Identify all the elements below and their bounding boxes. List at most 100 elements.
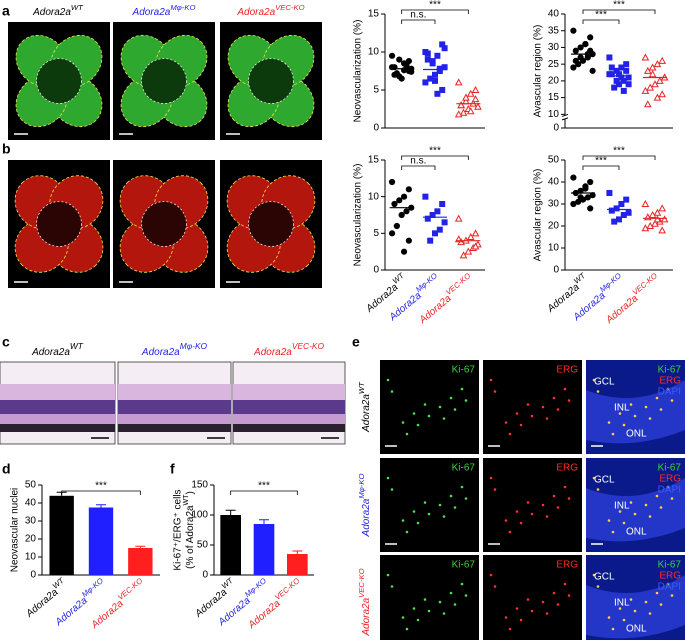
data-point [427, 75, 434, 82]
data-point [625, 74, 632, 81]
avascular-center [141, 201, 187, 247]
stained-cell [659, 506, 663, 509]
data-point [427, 237, 434, 244]
layer-label: INL [614, 598, 630, 609]
genotype-label: Adora2aMφ-KO [357, 474, 372, 538]
label-part: ) [185, 491, 196, 494]
panel-label: c [2, 334, 10, 350]
data-point [572, 47, 579, 54]
y-tick-label: 10 [548, 243, 560, 254]
significance-label: *** [429, 146, 441, 157]
tissue-layer [233, 384, 345, 400]
data-point [611, 218, 618, 225]
data-point [439, 87, 446, 93]
data-point [432, 230, 438, 237]
stained-cell [386, 476, 390, 480]
stained-cell [622, 618, 626, 622]
stained-cell [611, 627, 615, 631]
layer-label: INL [614, 403, 630, 414]
genotype-label: Adora2aMφ-KO [132, 3, 196, 18]
panel-label: b [2, 141, 11, 157]
data-point [408, 68, 415, 75]
error-bar [225, 509, 236, 515]
stained-cell [515, 412, 519, 415]
data-point [432, 71, 438, 78]
data-point [658, 204, 667, 212]
stained-cell [427, 609, 431, 613]
bar [220, 515, 241, 575]
layer-label: ONL [626, 429, 647, 440]
stained-cell [618, 607, 622, 610]
stained-cell [438, 600, 442, 604]
y-tick-label: 30 [548, 42, 560, 53]
stained-cell [644, 405, 648, 409]
data-point [643, 66, 652, 74]
data-point [608, 64, 615, 71]
data-point [391, 200, 398, 208]
histology-image [232, 361, 346, 445]
stained-cell [648, 515, 652, 518]
layer-label: INL [614, 501, 630, 512]
stained-cell [460, 387, 464, 391]
tissue-layer [0, 414, 115, 424]
stain-label: Ki-67 [452, 560, 476, 571]
y-tick-label: 5 [373, 85, 379, 96]
stained-cell [563, 485, 567, 489]
data-point [388, 178, 396, 186]
y-tick-label: 0 [553, 265, 559, 276]
data-point [464, 247, 473, 255]
gene-name: Adora2a [89, 598, 126, 632]
stained-cell [541, 405, 545, 409]
data-point [454, 214, 463, 222]
genotype-superscript: VEC-KO [292, 341, 325, 351]
gene-name: Adora2a [571, 290, 608, 324]
significance-label: *** [95, 481, 107, 492]
data-point [424, 50, 431, 57]
stained-cell [519, 423, 523, 427]
stained-cell [464, 399, 468, 402]
error-bar [135, 545, 146, 548]
axis-break [561, 113, 569, 117]
stained-cell [412, 510, 416, 513]
tissue-layer [118, 414, 231, 424]
retina-image [220, 160, 322, 288]
data-point [582, 40, 589, 48]
y-tick-label: 40 [25, 498, 37, 509]
data-point [641, 224, 650, 232]
data-point [396, 197, 403, 204]
panel-label: d [2, 461, 11, 477]
significance-bracket [61, 490, 141, 495]
data-point [606, 190, 613, 196]
gene-name: Adora2a [253, 347, 292, 358]
data-point [429, 58, 436, 65]
data-point [641, 53, 650, 61]
gene-name: Adora2a [31, 347, 70, 358]
genotype-superscript: VEC-KO [444, 271, 472, 297]
data-point [616, 216, 622, 223]
data-point [454, 78, 463, 86]
stain-label: ERG [556, 560, 578, 571]
y-tick-label: 40 [548, 9, 560, 20]
data-point [625, 209, 632, 216]
data-point [436, 65, 443, 72]
gene-name: Adora2a [361, 498, 372, 537]
y-tick-label: 50 [548, 155, 560, 166]
stain-label: ERG [556, 365, 578, 376]
y-tick-label: 0 [202, 570, 208, 581]
data-point [577, 44, 584, 51]
stained-cell [541, 600, 545, 604]
stained-cell [530, 512, 534, 516]
stained-cell [670, 594, 674, 597]
significance-bracket [401, 165, 436, 170]
fluorescence-image: Ki-67 [380, 458, 479, 552]
data-point [653, 60, 662, 68]
genotype-superscript: VEC-KO [275, 3, 304, 12]
stained-cell [390, 390, 394, 393]
data-point [457, 101, 465, 109]
stained-cell [545, 515, 549, 518]
retina-image [220, 22, 322, 140]
data-point [436, 226, 443, 233]
stained-cell [423, 598, 427, 601]
data-point [608, 207, 615, 214]
data-point [572, 57, 579, 64]
